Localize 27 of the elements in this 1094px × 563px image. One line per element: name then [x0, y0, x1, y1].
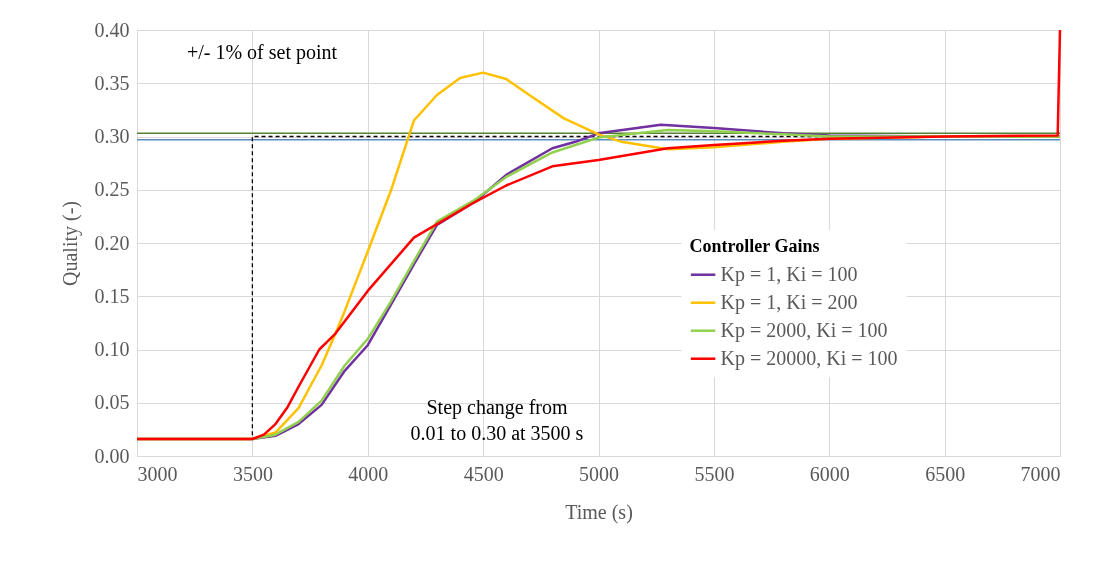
x-tick-label: 6500 [925, 462, 966, 485]
y-tick-label: 0.05 [94, 391, 130, 414]
x-tick-label: 7000 [1020, 462, 1061, 485]
y-tick-label: 0.40 [94, 18, 130, 41]
x-tick-label: 3000 [137, 462, 178, 485]
y-tick-label: 0.35 [94, 71, 130, 94]
legend-label: Kp = 1, Ki = 200 [720, 290, 858, 314]
y-tick-label: 0.10 [94, 338, 130, 360]
legend-label: Kp = 20000, Ki = 100 [720, 346, 898, 370]
y-tick-label: 0.00 [94, 444, 130, 467]
y-tick-label: 0.30 [94, 125, 130, 147]
x-tick-label: 4000 [348, 462, 389, 485]
x-tick-label: 6000 [809, 462, 850, 485]
y-tick-label: 0.15 [94, 284, 130, 307]
legend-label: Kp = 2000, Ki = 100 [720, 318, 888, 342]
x-tick-label: 4500 [463, 462, 504, 485]
annotation: Step change from 0.01 to 0.30 at 3500 s [410, 396, 584, 444]
y-tick-label: 0.25 [94, 178, 130, 201]
annotation: +/- 1% of set point [186, 41, 338, 64]
legend-label: Kp = 1, Ki = 100 [720, 262, 858, 286]
y-axis-title: Quality (-) [58, 201, 82, 286]
legend-title: Controller Gains [689, 236, 820, 257]
y-tick-label: 0.20 [94, 231, 130, 254]
x-tick-label: 5500 [694, 462, 735, 485]
x-axis-title: Time (s) [565, 500, 633, 524]
x-tick-label: 3500 [232, 462, 273, 485]
x-tick-label: 5000 [579, 462, 619, 485]
